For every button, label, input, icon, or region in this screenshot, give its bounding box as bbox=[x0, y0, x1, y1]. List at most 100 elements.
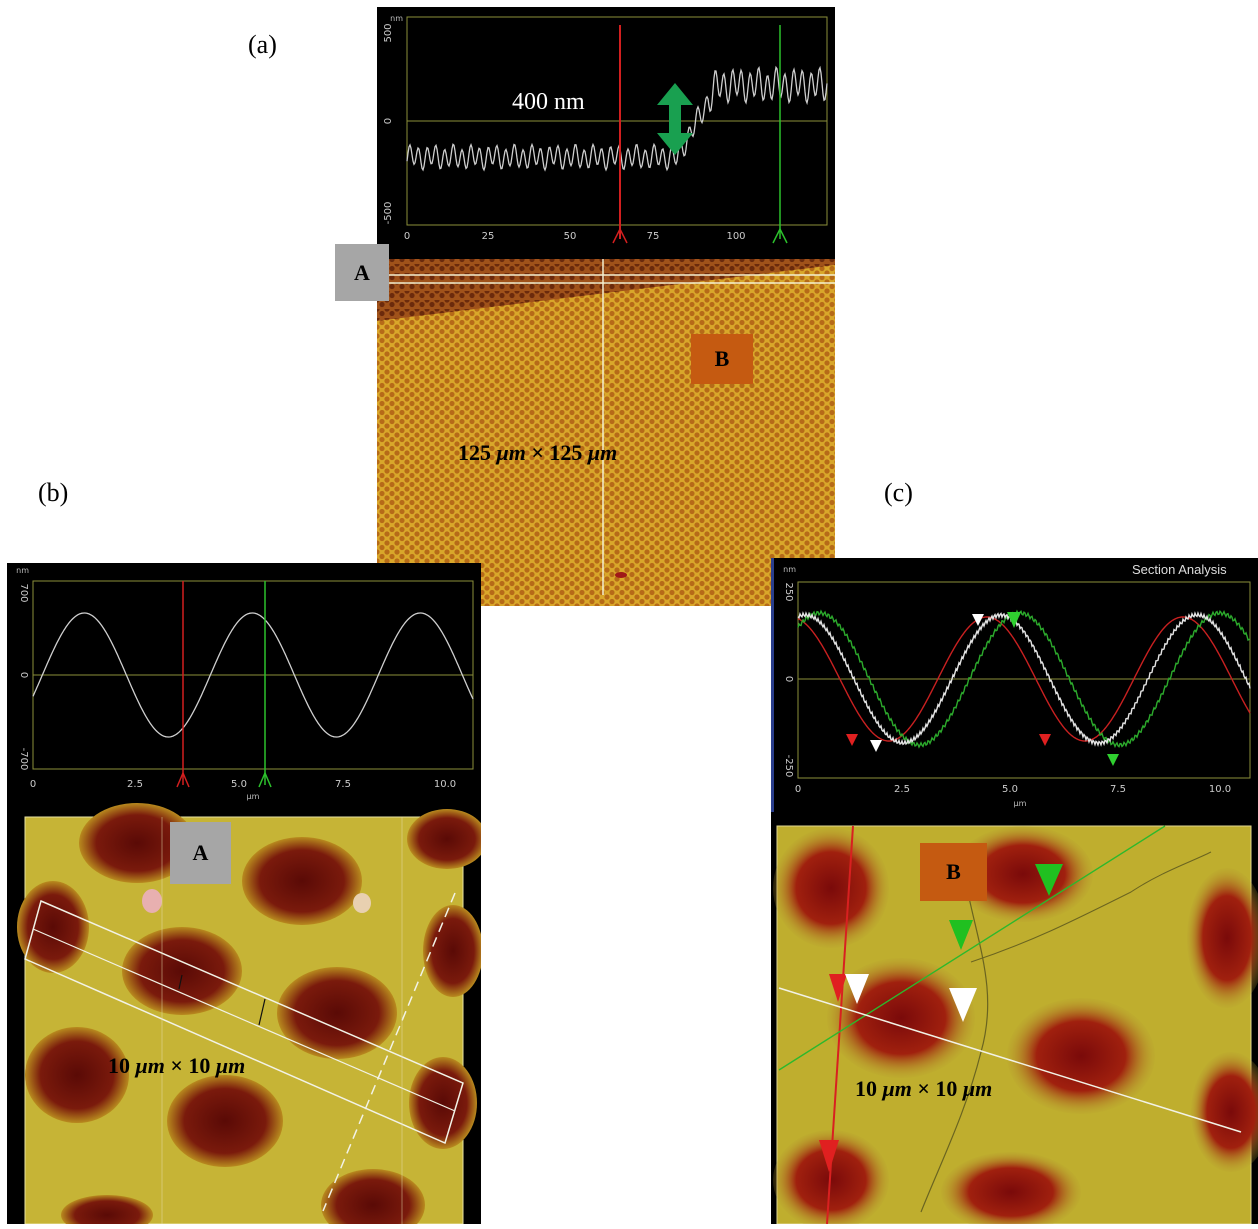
x-unit-label: μm bbox=[1014, 799, 1027, 808]
x-tick: 25 bbox=[482, 231, 495, 242]
white-marker-icon[interactable] bbox=[972, 614, 984, 626]
profile-plot-c: nm 250 0 -250 0 2.5 5.0 7.5 10.0 μm bbox=[771, 558, 1258, 812]
pit bbox=[17, 881, 89, 973]
afm-image-c-svg bbox=[773, 825, 1258, 1229]
green-cursor-marker[interactable] bbox=[258, 771, 272, 788]
defect-spot bbox=[615, 572, 627, 578]
green-section-line[interactable] bbox=[778, 825, 1166, 1071]
red-cursor-marker[interactable] bbox=[612, 227, 628, 244]
afm-image-b-svg bbox=[17, 803, 487, 1229]
y-tick-mid: 0 bbox=[783, 676, 794, 682]
pit bbox=[773, 828, 889, 948]
x-tick: 2.5 bbox=[894, 784, 910, 795]
region-tag-a: A bbox=[335, 244, 389, 301]
scan-size-a-unit2: μm bbox=[587, 440, 618, 465]
y-tick-mid: 0 bbox=[18, 672, 29, 678]
x-tick: 10.0 bbox=[434, 779, 456, 790]
section-marker bbox=[178, 974, 183, 990]
pit bbox=[409, 1057, 477, 1149]
pit bbox=[61, 1195, 153, 1229]
white-marker-icon[interactable] bbox=[870, 740, 882, 752]
scan-size-a-unit1: μm bbox=[496, 440, 526, 465]
scan-size-a-times: × bbox=[531, 440, 544, 465]
profile-plot-c-svg: nm 250 0 -250 0 2.5 5.0 7.5 10.0 μm bbox=[783, 565, 1251, 808]
x-tick: 75 bbox=[647, 231, 660, 242]
pit bbox=[1007, 998, 1155, 1114]
pit bbox=[277, 967, 397, 1059]
red-cursor-marker[interactable] bbox=[176, 771, 190, 788]
pit bbox=[827, 958, 975, 1078]
pit bbox=[1187, 868, 1258, 1008]
double-arrow-icon bbox=[657, 83, 693, 155]
scan-size-a-num1: 125 bbox=[458, 440, 491, 465]
green-marker-icon[interactable] bbox=[1035, 864, 1063, 896]
x-tick: 0 bbox=[795, 784, 801, 795]
scan-size-b-unit2: μm bbox=[215, 1053, 246, 1078]
scan-size-b-num1: 10 bbox=[108, 1053, 130, 1078]
profile-plot-a-svg: nm 500 0 -500 0 25 50 75 100 bbox=[383, 14, 828, 244]
pit bbox=[79, 803, 195, 883]
y-tick-bottom: -500 bbox=[383, 202, 394, 225]
panel-label-c: (c) bbox=[884, 478, 913, 507]
section-marker bbox=[258, 998, 266, 1026]
white-marker-icon[interactable] bbox=[949, 988, 977, 1022]
x-tick: 2.5 bbox=[127, 779, 143, 790]
pit bbox=[423, 905, 483, 997]
green-marker-icon[interactable] bbox=[1107, 754, 1119, 766]
green-marker-icon[interactable] bbox=[949, 920, 973, 950]
pit bbox=[773, 1130, 889, 1229]
profile-plot-b: nm 700 0 -700 0 2.5 5.0 7.5 10.0 μm bbox=[7, 563, 481, 803]
afm-image-a bbox=[377, 255, 835, 606]
pit bbox=[242, 837, 362, 925]
red-marker-icon[interactable] bbox=[819, 1140, 839, 1172]
scan-size-c: 10 μm × 10 μm bbox=[855, 1076, 992, 1102]
crack bbox=[920, 851, 989, 1213]
red-profile-line bbox=[797, 616, 1251, 742]
height-profile-line bbox=[32, 612, 474, 738]
y-tick-bottom: -700 bbox=[18, 748, 29, 771]
panel-label-b: (b) bbox=[38, 478, 69, 507]
scan-size-c-num2: 10 bbox=[935, 1076, 958, 1101]
crack bbox=[970, 851, 1212, 963]
pit bbox=[1191, 1052, 1258, 1172]
section-line[interactable] bbox=[32, 928, 456, 1112]
pit bbox=[941, 1152, 1081, 1229]
x-tick: 0 bbox=[30, 779, 36, 790]
x-tick: 100 bbox=[726, 231, 745, 242]
panel-label-a: (a) bbox=[248, 30, 277, 59]
plot-frame bbox=[797, 581, 1251, 779]
scan-size-c-num1: 10 bbox=[855, 1076, 877, 1101]
scan-size-c-unit1: μm bbox=[882, 1076, 912, 1101]
white-marker-icon[interactable] bbox=[845, 974, 869, 1004]
white-section-line[interactable] bbox=[778, 987, 1242, 1133]
scan-size-c-times: × bbox=[917, 1076, 930, 1101]
y-tick-bottom: -250 bbox=[783, 755, 794, 778]
x-tick: 50 bbox=[564, 231, 577, 242]
pit bbox=[122, 927, 242, 1015]
profile-plot-a: nm 500 0 -500 0 25 50 75 100 bbox=[377, 7, 835, 255]
red-marker-icon[interactable] bbox=[846, 734, 858, 746]
x-tick: 0 bbox=[404, 231, 410, 242]
white-profile-line bbox=[797, 610, 1251, 748]
step-height-label: 400 nm bbox=[512, 89, 585, 115]
red-marker-icon[interactable] bbox=[829, 974, 847, 1002]
scan-size-b-num2: 10 bbox=[188, 1053, 211, 1078]
x-tick: 7.5 bbox=[335, 779, 351, 790]
x-tick: 10.0 bbox=[1209, 784, 1231, 795]
y-unit-label: nm bbox=[390, 14, 403, 23]
region-tag-b: B bbox=[691, 334, 753, 384]
pit bbox=[407, 809, 487, 869]
red-marker-icon[interactable] bbox=[1039, 734, 1051, 746]
section-rectangle[interactable] bbox=[24, 899, 464, 1145]
green-marker-icon[interactable] bbox=[1007, 612, 1021, 628]
scan-size-b-times: × bbox=[170, 1053, 183, 1078]
x-tick: 5.0 bbox=[1002, 784, 1018, 795]
x-unit-label: μm bbox=[247, 792, 260, 801]
green-cursor-marker[interactable] bbox=[772, 227, 788, 244]
dashed-section-line[interactable] bbox=[322, 892, 456, 1212]
y-tick-top: 250 bbox=[783, 582, 794, 601]
scan-size-b-unit1: μm bbox=[135, 1053, 165, 1078]
y-tick-top: 500 bbox=[383, 23, 394, 42]
y-unit-label: nm bbox=[16, 566, 29, 575]
y-tick-top: 700 bbox=[18, 583, 29, 602]
